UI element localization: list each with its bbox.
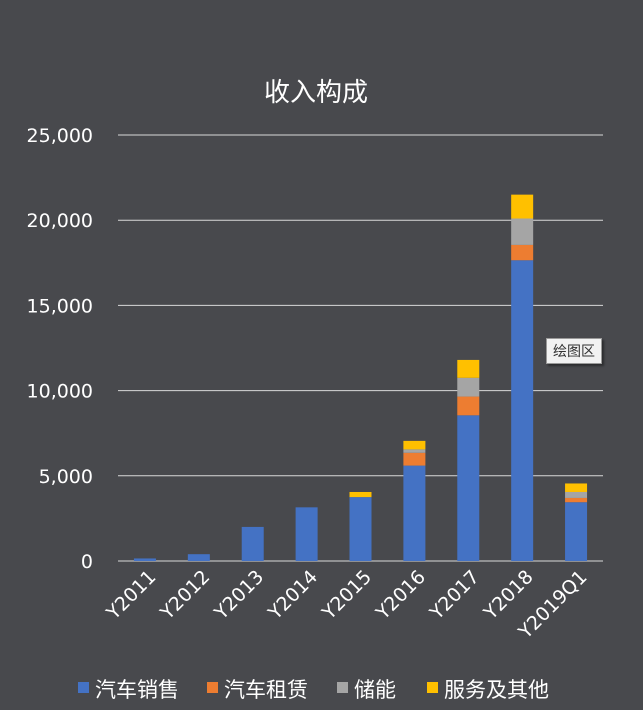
x-tick-label: Y2017	[425, 566, 484, 625]
legend-label: 汽车销售	[95, 678, 179, 702]
y-axis-ticks: 0 5,000 10,000 15,000 20,000 25,000	[27, 125, 93, 573]
bar-segment	[511, 260, 534, 561]
bar-segment	[565, 502, 588, 561]
bar-layer	[133, 194, 588, 561]
bar-segment	[457, 396, 480, 416]
bar-segment	[187, 554, 210, 561]
x-tick-label: Y2016	[371, 566, 430, 625]
chart-title: 收入构成	[264, 78, 368, 108]
x-tick-label: Y2012	[156, 566, 215, 625]
legend-label: 服务及其他	[444, 678, 549, 702]
bar-segment	[565, 491, 588, 498]
legend-swatch	[78, 682, 89, 693]
bar-segment	[511, 218, 534, 245]
bar-segment	[403, 440, 426, 450]
x-tick-label: Y2014	[263, 566, 322, 625]
y-tick-label: 0	[81, 551, 93, 573]
legend-swatch	[427, 682, 438, 693]
bar-segment	[133, 558, 156, 561]
x-axis-ticks: Y2011Y2012Y2013Y2014Y2015Y2016Y2017Y2018…	[102, 566, 592, 644]
bar-segment	[565, 483, 588, 492]
bar-segment	[403, 449, 426, 453]
bar-segment	[349, 491, 372, 498]
legend: 汽车销售 汽车租赁 储能 服务及其他	[78, 678, 549, 702]
y-tick-label: 25,000	[27, 125, 93, 147]
y-tick-label: 20,000	[27, 210, 93, 232]
bar-segment	[403, 465, 426, 561]
bar-segment	[241, 526, 264, 561]
bar-segment	[403, 452, 426, 466]
x-tick-label: Y2013	[210, 566, 269, 625]
legend-label: 储能	[354, 678, 396, 702]
y-tick-label: 10,000	[27, 381, 93, 403]
plot-area-tooltip: 绘图区	[546, 338, 602, 364]
legend-swatch	[207, 682, 218, 693]
x-tick-label: Y2015	[317, 566, 376, 625]
bar-segment	[511, 244, 534, 261]
legend-label: 汽车租赁	[224, 678, 308, 702]
bar-segment	[565, 497, 588, 503]
y-tick-label: 15,000	[27, 295, 93, 317]
bar-segment	[349, 497, 372, 561]
bar-segment	[457, 359, 480, 378]
legend-swatch	[337, 682, 348, 693]
x-tick-label: Y2011	[102, 566, 161, 625]
bar-segment	[457, 415, 480, 561]
bar-segment	[511, 194, 534, 219]
bar-segment	[295, 507, 318, 561]
bar-segment	[457, 377, 480, 397]
y-tick-label: 5,000	[39, 466, 93, 488]
